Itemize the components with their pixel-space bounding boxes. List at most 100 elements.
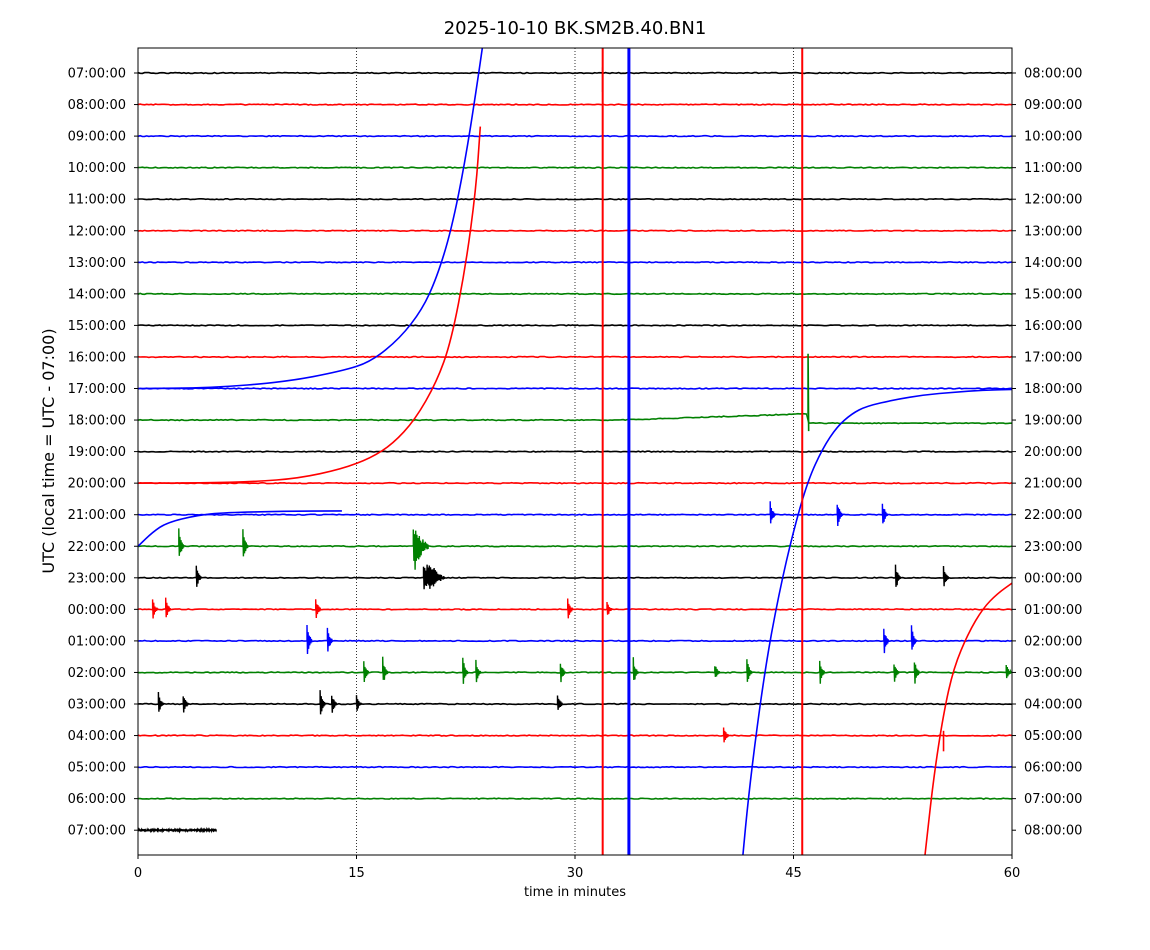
- ytick-label-left-1: 08:00:00: [68, 98, 126, 113]
- drift-curve-0: [138, 48, 484, 390]
- event-r17-3: [567, 598, 574, 619]
- ytick-label-left-0: 07:00:00: [68, 67, 126, 82]
- event-r21-0: [722, 727, 730, 743]
- ytick-label-right-11: 19:00:00: [1024, 414, 1082, 429]
- ytick-label-right-4: 12:00:00: [1024, 193, 1082, 208]
- xtick-label-45: 45: [785, 866, 802, 881]
- event-r20-1: [182, 696, 189, 713]
- trace-row-21: [138, 734, 1012, 737]
- ytick-label-right-0: 08:00:00: [1024, 67, 1082, 82]
- ytick-label-right-9: 17:00:00: [1024, 350, 1082, 365]
- ytick-label-left-5: 12:00:00: [68, 224, 126, 239]
- y-axis-label: UTC (local time = UTC - 07:00): [39, 328, 58, 573]
- trace-row-20: [138, 702, 1012, 706]
- vertical-gridlines: [356, 48, 794, 855]
- y-axis-right: 08:00:00 09:00:00 10:00:00 11:00:00 12:00:00…: [1012, 67, 1082, 839]
- event-r17-2: [315, 599, 322, 619]
- trace-row-0: [138, 71, 1012, 75]
- event-r19-11: [1005, 664, 1012, 679]
- ytick-label-left-3: 10:00:00: [68, 161, 126, 176]
- event-r19-3: [475, 659, 482, 683]
- trace-row-15: [138, 544, 1012, 548]
- ytick-label-left-24: 07:00:00: [68, 824, 126, 839]
- event-r19-5: [632, 657, 639, 681]
- ytick-label-right-17: 01:00:00: [1024, 603, 1082, 618]
- drift-curve-2: [138, 510, 342, 547]
- ytick-label-left-7: 14:00:00: [68, 287, 126, 302]
- ytick-label-left-17: 00:00:00: [68, 603, 126, 618]
- y-axis-left: 07:00:00 08:00:00 09:00:00 10:00:00 11:00:00…: [68, 67, 138, 839]
- ytick-label-right-3: 11:00:00: [1024, 161, 1082, 176]
- trace-row-19: [138, 671, 1012, 674]
- ytick-label-left-12: 19:00:00: [68, 445, 126, 460]
- event-r19-4: [559, 663, 567, 683]
- event-r19-8: [819, 660, 826, 684]
- xtick-label-15: 15: [348, 866, 365, 881]
- step-event-spike: [807, 353, 810, 432]
- ytick-label-left-18: 01:00:00: [68, 634, 126, 649]
- trace-row-22: [138, 765, 1012, 769]
- ytick-label-right-23: 07:00:00: [1024, 792, 1082, 807]
- event-r19-2: [462, 657, 469, 684]
- event-r20-4: [355, 695, 363, 711]
- ytick-label-left-2: 09:00:00: [68, 130, 126, 145]
- ytick-label-left-14: 21:00:00: [68, 508, 126, 523]
- xtick-label-30: 30: [567, 866, 584, 881]
- event-r16-0: [195, 565, 202, 587]
- ytick-label-right-10: 18:00:00: [1024, 382, 1082, 397]
- trace-row-8: [138, 324, 1012, 327]
- trace-row-12: [138, 450, 1012, 453]
- ytick-label-left-22: 05:00:00: [68, 761, 126, 776]
- trace-row-6: [138, 261, 1012, 264]
- xtick-label-60: 60: [1004, 866, 1021, 881]
- event-r17-1: [165, 597, 172, 618]
- ytick-label-right-2: 10:00:00: [1024, 130, 1082, 145]
- trace-row-7: [138, 292, 1012, 296]
- x-axis: 0 15 30 45 60: [134, 855, 1020, 881]
- event-r18-3: [910, 625, 918, 650]
- event-r17-0: [151, 599, 159, 619]
- ytick-label-right-24: 08:00:00: [1024, 824, 1082, 839]
- big-event-r16-1: [428, 565, 445, 589]
- event-r20-0: [157, 691, 164, 712]
- ytick-label-left-8: 15:00:00: [68, 319, 126, 334]
- vertical-spike-lines: [601, 48, 804, 855]
- event-r19-7: [746, 659, 753, 682]
- drift-curve-3: [742, 388, 1012, 855]
- trace-row-4: [138, 197, 1012, 201]
- event-r19-0: [363, 661, 370, 683]
- ytick-label-right-19: 03:00:00: [1024, 666, 1082, 681]
- event-r19-10: [913, 662, 921, 684]
- big-event-r15-0: [412, 529, 429, 570]
- trace-row-24: [138, 826, 218, 834]
- event-r16-1: [894, 564, 902, 587]
- ytick-label-right-7: 15:00:00: [1024, 287, 1082, 302]
- ytick-label-left-20: 03:00:00: [68, 698, 126, 713]
- drift-curves: [138, 48, 1012, 855]
- ytick-label-left-23: 06:00:00: [68, 792, 126, 807]
- drift-curve-4: [924, 582, 1012, 855]
- ytick-label-right-22: 06:00:00: [1024, 761, 1082, 776]
- trace-row-23: [138, 797, 1012, 800]
- ytick-label-left-19: 02:00:00: [68, 666, 126, 681]
- trace-row-14: [138, 513, 1012, 516]
- trace-lines: [138, 67, 1012, 834]
- trace-row-9: [138, 355, 1012, 359]
- ytick-label-left-15: 22:00:00: [68, 540, 126, 555]
- drift-curve-1: [138, 126, 482, 484]
- event-r20-5: [556, 695, 564, 710]
- ytick-label-right-18: 02:00:00: [1024, 634, 1082, 649]
- event-r19-9: [893, 664, 900, 682]
- trace-row-1: [138, 103, 1012, 106]
- trace-row-5: [138, 229, 1012, 233]
- trace-row-13: [138, 481, 1012, 485]
- ytick-label-left-4: 11:00:00: [68, 193, 126, 208]
- ytick-label-right-12: 20:00:00: [1024, 445, 1082, 460]
- event-r17-4: [606, 601, 613, 615]
- ytick-label-left-10: 17:00:00: [68, 382, 126, 397]
- ytick-label-right-21: 05:00:00: [1024, 729, 1082, 744]
- trace-row-2: [138, 134, 1012, 138]
- ytick-label-right-6: 14:00:00: [1024, 256, 1082, 271]
- event-r19-6: [714, 666, 721, 677]
